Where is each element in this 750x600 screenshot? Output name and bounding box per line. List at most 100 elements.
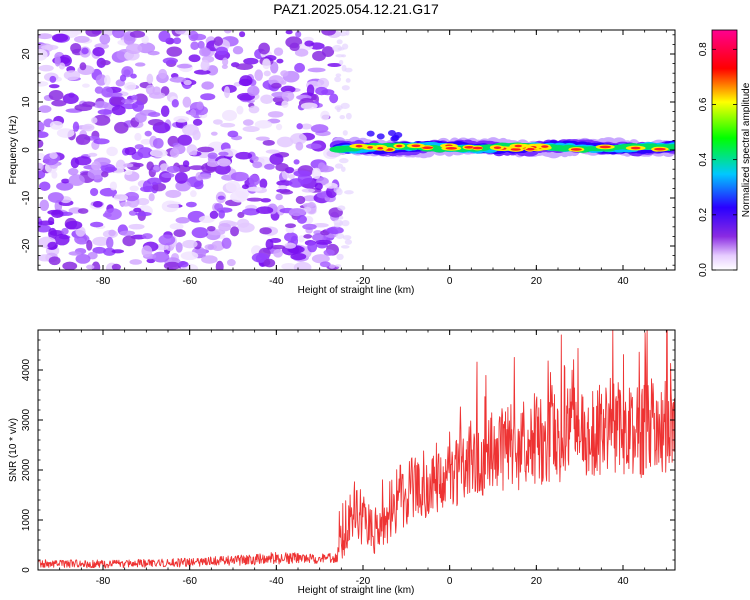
signal-hotspot-core [570,148,582,151]
noise-blob [182,124,199,136]
noise-blob [293,170,311,177]
noise-blob [106,236,114,249]
noise-blob [47,209,61,215]
noise-blob [217,158,231,167]
colorbar-tick-label: 0.2 [698,207,709,221]
signal-hotspot-core [472,146,483,150]
noise-blob [48,84,60,89]
x-tick-label: -20 [356,576,371,587]
signal-hotspot-core [411,144,421,148]
noise-blob [65,220,83,230]
noise-blob [70,157,80,169]
noise-blob [68,167,79,176]
noise-blob [75,134,91,145]
noise-blob [275,163,289,172]
noise-blob [230,171,249,182]
noise-blob [328,264,336,269]
noise-blob [38,64,54,72]
noise-blob [267,111,284,118]
noise-blob [288,178,304,188]
noise-blob [196,101,204,111]
noise-blob [217,195,225,200]
y-tick-label: 0 [21,567,32,573]
noise-blob [238,78,252,87]
noise-blob [94,86,104,94]
noise-blob [207,152,218,159]
noise-blob [304,40,314,47]
noise-blob [190,33,207,41]
noise-blob [344,239,353,245]
noise-blob [335,54,345,58]
noise-blob [221,237,232,249]
signal-hotspot-core [541,145,549,148]
noise-blob [111,263,121,270]
noise-blob [246,186,263,192]
noise-blob [192,118,203,126]
noise-blob [204,243,217,251]
noise-blob [171,99,179,108]
noise-blob [226,259,236,267]
noise-blob [91,161,101,171]
noise-blob [141,233,153,240]
x-tick-label: -60 [182,276,197,287]
noise-blob [294,62,305,73]
noise-blob [92,114,111,126]
noise-blob [295,30,302,38]
noise-blob [262,139,275,146]
noise-blob [210,131,218,136]
noise-blob [270,244,286,250]
noise-blob [302,223,317,230]
noise-blob [113,194,129,202]
noise-blob [71,30,83,35]
noise-blob [38,105,52,113]
noise-blob [246,197,263,202]
noise-blob [38,33,53,40]
noise-blob [104,166,118,172]
noise-blob [345,30,350,36]
noise-blob [48,89,64,101]
noise-blob [125,43,143,55]
noise-blob [344,190,354,195]
noise-blob [144,130,152,137]
noise-blob [62,261,78,270]
noise-blob [68,174,85,186]
noise-blob [275,123,283,131]
noise-blob [97,109,113,115]
signal-hotspot-core [514,144,522,148]
noise-blob [86,239,93,251]
signal-hotspot-core [510,148,521,151]
noise-blob [130,73,137,79]
noise-blob [120,103,139,110]
noise-blob [119,230,135,236]
noise-blob [337,205,346,211]
noise-blob [147,50,160,56]
noise-blob [119,201,132,207]
snr-panel: -80 -60 -40 -20 0 20 40 0 1000 2000 3000 4000 Heig… [8,329,676,596]
noise-blob [79,62,87,71]
noise-blob [280,70,289,77]
noise-blob [339,114,346,120]
noise-blob [38,48,48,61]
noise-blob [159,163,170,172]
signal-hotspot-core [493,146,502,149]
noise-blob [165,189,182,198]
y-tick-label: 10 [21,96,32,108]
noise-blob [212,119,223,125]
noise-blob [182,96,192,108]
noise-blob [152,251,170,263]
noise-blob [100,60,111,66]
spectrogram-signal-band [329,129,675,159]
noise-blob [236,105,244,115]
noise-blob [74,104,93,112]
noise-blob [129,259,142,265]
noise-blob [248,105,260,114]
signal-outlier [366,130,375,137]
noise-blob [120,98,134,104]
signal-outlier [376,133,385,140]
noise-blob [161,172,175,179]
noise-blob [191,227,209,239]
signal-hotspot-core [396,144,403,148]
noise-blob [218,151,229,157]
noise-blob [344,67,353,73]
noise-blob [323,249,335,256]
